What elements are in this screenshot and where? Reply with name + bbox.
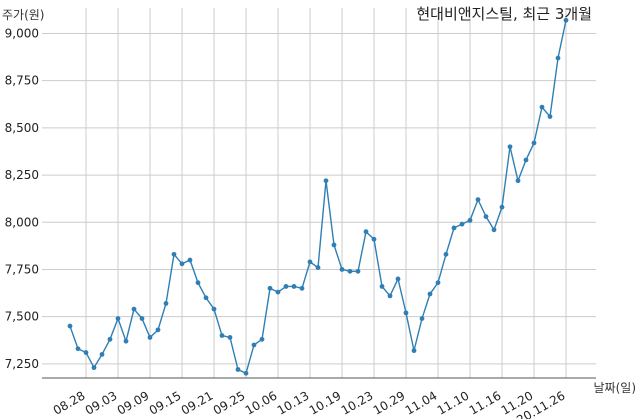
data-point bbox=[83, 350, 89, 355]
data-point bbox=[467, 217, 473, 223]
x-tick-label: 11.04 bbox=[403, 388, 440, 417]
data-point bbox=[299, 285, 305, 291]
data-point bbox=[387, 293, 393, 299]
data-point bbox=[419, 316, 425, 321]
data-point bbox=[515, 178, 521, 184]
x-tick-label: 10.23 bbox=[339, 388, 376, 417]
data-point bbox=[267, 285, 273, 291]
data-point bbox=[291, 284, 297, 289]
chart-title: 현대비앤지스틸, 최근 3개월 bbox=[416, 5, 592, 23]
data-point bbox=[227, 335, 233, 340]
data-point bbox=[75, 346, 81, 352]
data-point bbox=[443, 251, 449, 257]
y-tick-label: 8,000 bbox=[5, 215, 39, 229]
data-point bbox=[347, 268, 353, 274]
x-tick-label: 10.19 bbox=[307, 388, 344, 417]
data-point bbox=[403, 310, 409, 316]
x-axis-ticks: 08.2809.0309.0909.1509.2109.2510.0610.13… bbox=[51, 388, 568, 419]
data-point bbox=[155, 327, 161, 333]
data-point bbox=[363, 229, 369, 235]
y-tick-label: 8,250 bbox=[5, 168, 39, 182]
x-tick-label: 11.10 bbox=[435, 388, 472, 417]
data-point bbox=[507, 144, 513, 150]
x-tick-label: 10.29 bbox=[371, 388, 408, 417]
y-tick-label: 9,000 bbox=[5, 26, 39, 40]
price-series bbox=[67, 17, 569, 376]
data-point bbox=[483, 214, 489, 219]
data-point bbox=[323, 178, 329, 184]
data-point bbox=[107, 336, 113, 342]
series-line bbox=[69, 20, 567, 375]
data-point bbox=[219, 333, 225, 338]
data-point bbox=[411, 348, 417, 354]
data-point bbox=[251, 342, 257, 348]
data-point bbox=[275, 289, 281, 295]
data-point bbox=[451, 225, 457, 231]
x-tick-label: 09.03 bbox=[83, 388, 120, 417]
data-point bbox=[235, 367, 241, 372]
data-point bbox=[563, 17, 569, 23]
data-point bbox=[539, 104, 545, 110]
data-point bbox=[91, 365, 97, 371]
data-point bbox=[547, 114, 553, 119]
x-tick-label: 09.21 bbox=[179, 388, 216, 417]
data-point bbox=[435, 280, 441, 286]
data-point bbox=[123, 338, 129, 344]
data-point bbox=[531, 140, 537, 146]
data-point bbox=[99, 352, 105, 357]
data-point bbox=[331, 242, 337, 248]
y-tick-label: 8,750 bbox=[5, 74, 39, 88]
data-point bbox=[147, 335, 153, 340]
data-point bbox=[211, 306, 217, 312]
data-point bbox=[67, 323, 73, 329]
data-point bbox=[379, 284, 385, 289]
data-point bbox=[355, 268, 361, 274]
y-tick-label: 8,500 bbox=[5, 121, 39, 135]
x-tick-label: 11.16 bbox=[467, 388, 504, 417]
data-point bbox=[179, 261, 185, 267]
x-tick-label: 10.13 bbox=[275, 388, 312, 417]
data-point bbox=[371, 236, 377, 242]
data-point bbox=[499, 204, 505, 210]
data-point bbox=[171, 251, 177, 257]
data-point bbox=[523, 157, 529, 163]
data-point bbox=[187, 257, 193, 263]
data-point bbox=[115, 316, 121, 321]
data-point bbox=[459, 221, 465, 227]
x-tick-label: 09.09 bbox=[115, 388, 152, 417]
x-tick-label: 08.28 bbox=[51, 388, 88, 417]
x-tick-label: 10.06 bbox=[243, 388, 280, 417]
data-point bbox=[139, 316, 145, 321]
data-point bbox=[491, 227, 497, 233]
data-point bbox=[395, 276, 401, 282]
y-tick-label: 7,250 bbox=[5, 357, 39, 371]
y-axis-title: 주가(원) bbox=[2, 8, 44, 22]
data-point bbox=[195, 280, 201, 286]
data-point bbox=[555, 55, 561, 61]
grid-lines bbox=[42, 8, 596, 378]
y-axis-ticks: 7,250 7,500 7,750 8,000 8,250 8,500 8,750 9,000 bbox=[5, 26, 39, 370]
data-point bbox=[475, 197, 481, 203]
data-point bbox=[283, 284, 289, 289]
data-point bbox=[315, 265, 321, 270]
data-point bbox=[243, 370, 249, 376]
data-point bbox=[339, 267, 345, 272]
x-axis-title: 날짜(일) bbox=[594, 381, 636, 395]
data-point bbox=[307, 259, 313, 265]
data-point bbox=[259, 336, 265, 342]
data-point bbox=[131, 306, 137, 312]
y-tick-label: 7,500 bbox=[5, 310, 39, 324]
x-tick-label: 09.25 bbox=[211, 388, 248, 417]
data-point bbox=[163, 301, 169, 306]
data-point bbox=[203, 295, 209, 301]
data-point bbox=[427, 291, 433, 297]
y-tick-label: 7,750 bbox=[5, 262, 39, 276]
x-tick-label: 09.15 bbox=[147, 388, 184, 417]
